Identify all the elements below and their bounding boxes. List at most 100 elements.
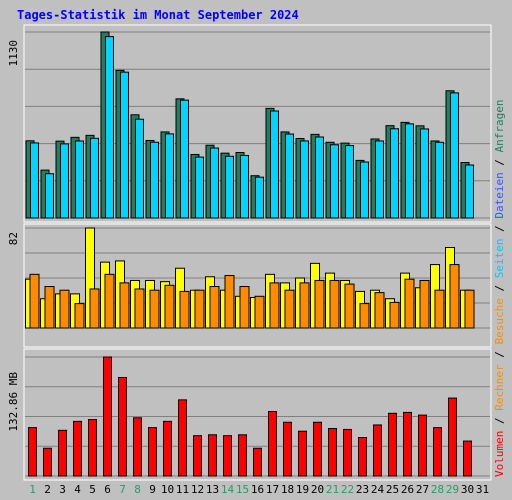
bar-volumen-day-18 [283,421,292,477]
x-tick-label: 26 [401,483,414,496]
panel-frame [23,24,492,223]
legend-separator: / [493,152,506,172]
bar-volumen-day-6 [103,356,112,477]
bar-volumen-day-4 [73,420,82,477]
legend-entry-volumen: Volumen [493,431,506,477]
x-tick-label: 13 [206,483,219,496]
bar-dateien-day-15 [240,154,249,219]
x-tick-label: 30 [461,483,474,496]
bar-volumen-day-19 [298,430,307,477]
bar-dateien-day-12 [195,156,204,219]
bar-besuche-day-10 [164,284,175,329]
bar-volumen-day-22 [343,428,352,477]
x-tick-label: 4 [74,483,81,496]
legend-entry-dateien: Dateien [493,172,506,218]
bar-besuche-day-16 [254,295,265,329]
bar-besuche-day-5 [89,288,100,329]
x-tick-label: 21 [326,483,339,496]
bar-dateien-day-2 [45,173,54,219]
bar-dateien-day-30 [465,164,474,219]
bar-besuche-day-29 [449,264,460,329]
bar-dateien-day-27 [420,128,429,219]
bar-besuche-day-13 [209,286,220,329]
y-axis-max-label: 1130 [7,40,20,67]
x-tick-label: 11 [176,483,189,496]
bar-volumen-day-9 [148,427,157,477]
legend-separator: / [493,278,506,298]
bar-besuche-day-20 [314,279,325,329]
bar-volumen-day-25 [388,412,397,477]
x-tick-label: 10 [161,483,174,496]
x-tick-label: 5 [89,483,96,496]
panel-bottom: 132.86 MB [7,348,492,481]
bar-dateien-day-4 [75,140,84,219]
x-tick-label: 18 [281,483,294,496]
x-tick-label: 1 [29,483,36,496]
bar-besuche-day-21 [329,279,340,329]
bar-volumen-day-3 [58,429,67,477]
bar-volumen-day-26 [403,411,412,477]
bar-besuche-day-19 [299,282,310,329]
chart-panels: 1130 82 132.86 MB [7,24,492,481]
x-tick-label: 8 [134,483,141,496]
bar-besuche-day-26 [404,278,415,329]
bar-besuche-day-6 [104,273,115,329]
bar-volumen-day-30 [463,440,472,477]
x-tick-label: 6 [104,483,111,496]
bar-dateien-day-19 [300,140,309,219]
x-tick-label: 2 [44,483,51,496]
bar-volumen-day-11 [178,399,187,477]
x-tick-label: 29 [446,483,459,496]
y-axis-max-label: 82 [7,232,20,245]
x-tick-label: 22 [341,483,354,496]
bar-besuche-day-1 [29,273,40,329]
bar-besuche-day-23 [359,303,370,329]
bar-besuche-day-3 [59,289,70,329]
chart-title: Tages-Statistik im Monat September 2024 [17,8,299,22]
x-tick-label: 20 [311,483,324,496]
y-axis-max-label: 132.86 MB [7,372,20,432]
bar-volumen-day-28 [433,427,442,477]
x-tick-label: 14 [221,483,235,496]
panel-middle: 82 [7,223,492,348]
bar-besuche-day-7 [119,282,130,329]
x-tick-label: 31 [476,483,489,496]
bar-dateien-day-23 [360,161,369,219]
series-dateien [30,36,474,219]
bar-volumen-day-5 [88,419,97,477]
legend-separator: / [493,411,506,431]
chart-legend: Volumen / Rechner / Besuche / Seiten / D… [493,99,506,477]
bar-besuche-day-24 [374,292,385,329]
bar-volumen-day-17 [268,411,277,477]
bar-volumen-day-2 [43,447,52,477]
bar-volumen-day-21 [328,428,337,477]
x-tick-label: 7 [119,483,126,496]
x-tick-label: 17 [266,483,279,496]
legend-entry-anfragen: Anfragen [493,99,506,152]
bar-besuche-day-17 [269,282,280,329]
bar-dateien-day-18 [285,133,294,219]
bar-besuche-day-30 [464,289,475,329]
bar-besuche-day-12 [194,289,205,329]
legend-text: Volumen / Rechner / Besuche / Seiten / D… [493,99,506,477]
x-tick-label: 24 [371,483,385,496]
x-axis-labels: 1 2 3 4 5 6 7 8 9 10 11 12 13 14 15 16 17 18 19 20 21 22 23 24 2… [29,483,489,496]
x-tick-label: 16 [251,483,264,496]
bar-dateien-day-16 [255,176,264,219]
bar-dateien-day-13 [210,147,219,219]
bar-dateien-day-3 [60,143,69,219]
bar-volumen-day-15 [238,434,247,477]
bar-volumen-day-8 [133,417,142,477]
bar-volumen-day-20 [313,421,322,477]
bar-besuche-day-11 [179,290,190,329]
bar-dateien-day-5 [90,137,99,219]
bar-dateien-day-20 [315,136,324,219]
x-tick-label: 25 [386,483,399,496]
bar-dateien-day-9 [150,141,159,219]
bar-volumen-day-16 [253,447,262,477]
legend-separator: / [493,219,506,239]
bar-besuche-day-8 [134,288,145,329]
bar-volumen-day-1 [28,427,37,477]
bar-dateien-day-24 [375,140,384,219]
